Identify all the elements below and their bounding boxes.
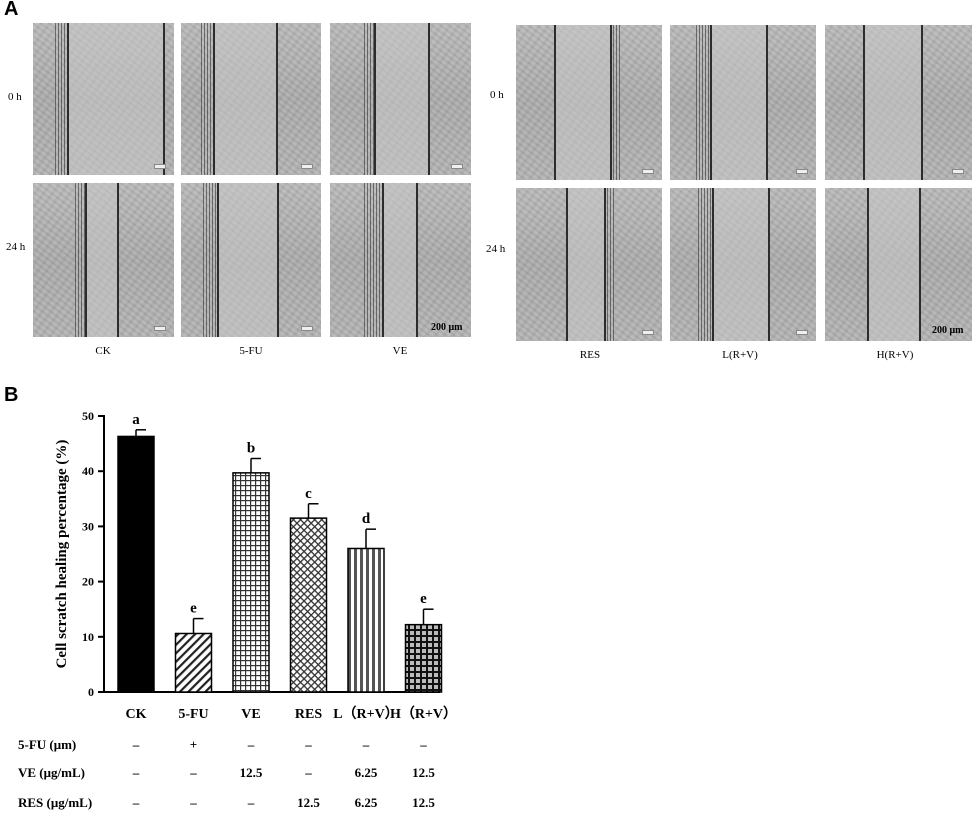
significance-letter: a [132, 412, 140, 428]
x-tick-label: L（R+V） [333, 706, 399, 722]
bar [404, 623, 443, 693]
x-tick-label: VE [241, 707, 260, 722]
column-label-ve: VE [392, 345, 408, 357]
y-tick-label: 30 [82, 519, 94, 533]
micrograph-ve-24h [330, 183, 471, 337]
treatment-cell: – [420, 737, 427, 752]
micrograph-hrv-24h [825, 188, 972, 341]
y-tick-label: 20 [82, 575, 94, 589]
column-label-res: RES [579, 349, 601, 361]
row-label-0h-left: 0 h [8, 91, 22, 103]
bar [232, 472, 270, 693]
y-axis-label: Cell scratch healing percentage (%) [54, 440, 70, 669]
treatment-cell: 12.5 [412, 765, 435, 780]
significance-letter: b [247, 441, 255, 457]
column-label-ck: CK [95, 345, 111, 357]
treatment-cell: 6.25 [354, 795, 378, 810]
significance-letter: e [420, 591, 427, 607]
micrograph-res-24h [516, 188, 662, 341]
treatment-cell: – [190, 765, 197, 780]
bar [117, 435, 155, 693]
x-tick-label: RES [295, 707, 322, 722]
row-label-24h-left: 24 h [6, 241, 26, 253]
panel-b-letter: B [4, 384, 19, 406]
micrograph-ck-24h [33, 183, 174, 337]
x-tick-label: H（R+V） [390, 706, 457, 722]
treatment-cell: 12.5 [412, 795, 435, 810]
significance-letter: d [362, 511, 371, 527]
treatment-cell: – [132, 737, 140, 752]
scale-bar-label-left: 200 μm [431, 322, 463, 333]
treatment-cell: 12.5 [297, 795, 320, 810]
treatment-cell: – [247, 795, 255, 810]
significance-letter: e [190, 601, 197, 617]
bar [289, 517, 328, 693]
micrograph-ck-0h [33, 23, 174, 175]
treatment-cell: – [132, 765, 140, 780]
treatment-cell: – [362, 737, 370, 752]
bar [174, 632, 213, 693]
micrograph-res-0h [516, 25, 662, 180]
panel-a-letter: A [4, 0, 19, 20]
row-label-24h-right: 24 h [486, 243, 506, 255]
treatment-cell: – [305, 765, 312, 780]
y-tick-label: 0 [88, 685, 94, 699]
treatment-cell: – [305, 737, 312, 752]
treatment-cell: 12.5 [239, 765, 263, 780]
micrograph-lrv-0h [670, 25, 816, 180]
micrograph-5fu-24h [181, 183, 321, 337]
y-tick-label: 50 [82, 409, 94, 423]
x-tick-label: 5-FU [178, 707, 208, 722]
micrograph-lrv-24h [670, 188, 816, 341]
micrograph-ve-0h [330, 23, 471, 175]
treatment-cell: 6.25 [354, 765, 378, 780]
micrograph-hrv-0h [825, 25, 972, 180]
treatment-row-label: VE (μg/mL) [18, 765, 85, 780]
treatment-row-label: RES (μg/mL) [18, 795, 93, 810]
treatment-cell: – [132, 795, 140, 810]
treatment-cell: + [189, 737, 198, 752]
column-label-5fu: 5-FU [239, 345, 263, 357]
bar [347, 547, 385, 693]
column-label-lrv: L(R+V) [722, 349, 758, 361]
treatment-row-label: 5-FU (μm) [18, 737, 77, 752]
column-label-hrv: H(R+V) [876, 349, 914, 361]
treatment-cell: – [247, 737, 255, 752]
scale-bar-label-right: 200 μm [932, 325, 964, 336]
y-tick-label: 40 [82, 464, 94, 478]
treatment-cell: – [190, 795, 197, 810]
x-tick-label: CK [126, 707, 147, 722]
micrograph-5fu-0h [181, 23, 321, 175]
y-tick-label: 10 [82, 630, 94, 644]
row-label-0h-right: 0 h [490, 89, 504, 101]
healing-bar-chart: Cell scratch healing percentage (%) 0 10 2… [54, 409, 457, 722]
significance-letter: c [305, 486, 312, 502]
